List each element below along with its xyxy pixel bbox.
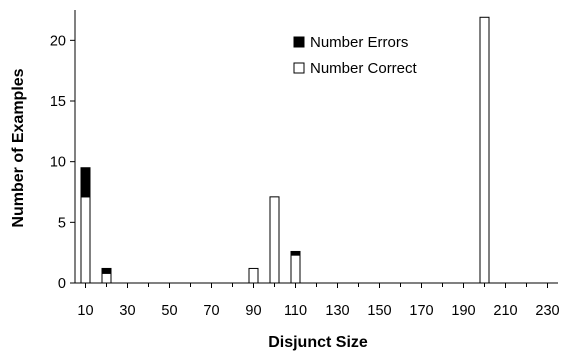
- x-axis-title: Disjunct Size: [268, 334, 368, 351]
- legend-label-correct: Number Correct: [310, 60, 418, 77]
- x-tick-label: 210: [493, 303, 517, 319]
- bar-correct: [80, 196, 91, 284]
- x-tick-label: 30: [119, 303, 135, 319]
- bar-correct: [248, 267, 259, 284]
- x-tick-labels: 10 30 50 70 90 110 130 150 170 190 210 230: [77, 303, 559, 319]
- bars: [80, 16, 490, 284]
- y-axis-title: Number of Examples: [10, 68, 27, 227]
- bar-correct: [290, 254, 301, 284]
- x-tick-label: 10: [77, 303, 93, 319]
- y-tick-labels: 0 5 10 15 20: [50, 33, 66, 292]
- bar-errors: [101, 267, 112, 274]
- bar-errors: [80, 167, 91, 198]
- bar-errors: [290, 250, 301, 256]
- y-tick-label: 5: [58, 215, 66, 231]
- x-tick-label: 90: [245, 303, 261, 319]
- y-tick-label: 10: [50, 155, 66, 171]
- x-tick-label: 170: [409, 303, 433, 319]
- x-tick-label: 130: [325, 303, 349, 319]
- bar-correct: [101, 272, 112, 284]
- legend-label-errors: Number Errors: [310, 34, 408, 51]
- axes: [70, 10, 558, 288]
- x-tick-label: 50: [161, 303, 177, 319]
- x-tick-label: 150: [367, 303, 391, 319]
- x-tick-label: 230: [535, 303, 559, 319]
- y-tick-label: 0: [58, 276, 66, 292]
- legend-swatch-errors: [293, 36, 305, 48]
- x-tick-label: 70: [203, 303, 219, 319]
- bar-correct: [269, 196, 280, 284]
- y-tick-label: 20: [50, 33, 66, 49]
- x-tick-label: 190: [451, 303, 475, 319]
- x-tick-label: 110: [284, 303, 307, 319]
- legend-swatch-correct: [293, 62, 305, 74]
- legend: Number Errors Number Correct: [293, 34, 418, 77]
- bar-correct: [479, 16, 490, 284]
- y-tick-label: 15: [50, 94, 66, 110]
